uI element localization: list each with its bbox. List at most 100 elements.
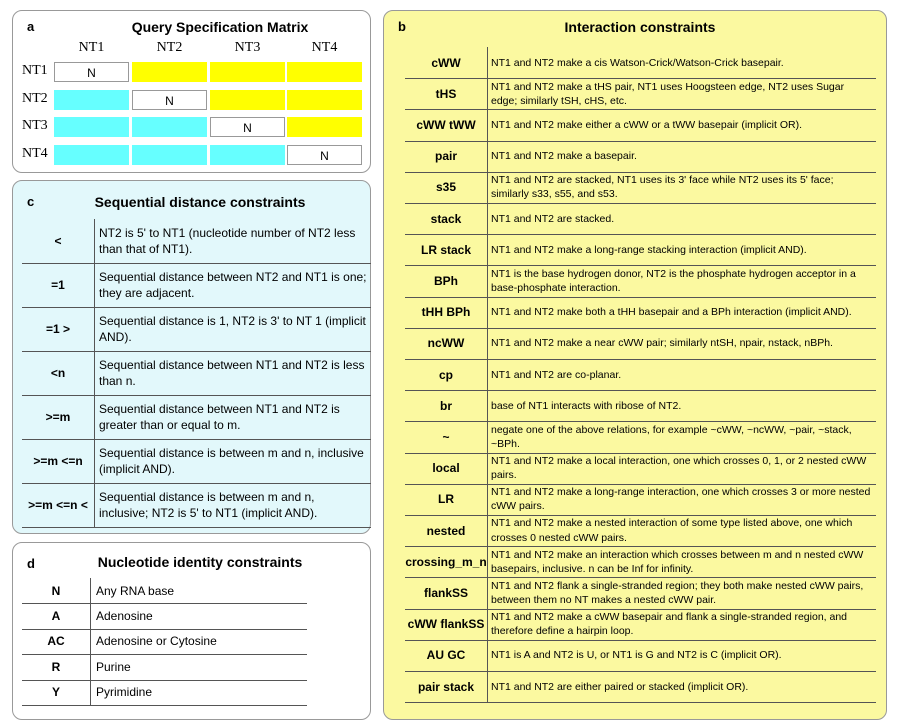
panel-d (12, 542, 371, 720)
constraint-key: local (432, 461, 460, 476)
row-divider (405, 390, 876, 392)
constraint-description: NT1 and NT2 make an interaction which cr… (491, 548, 864, 575)
row-divider (22, 679, 307, 681)
row-divider (22, 263, 371, 264)
row-header: NT3 (22, 118, 48, 134)
constraint-description: NT1 and NT2 make a long-range stacking i… (491, 243, 807, 256)
constraint-description: Purine (96, 659, 131, 674)
constraint-description: NT1 and NT2 make a local interaction, on… (491, 455, 867, 482)
constraint-key: tHH BPh (421, 305, 471, 320)
constraint-key: AC (47, 634, 65, 649)
constraint-key: cWW (431, 55, 461, 70)
constraint-key: N (51, 583, 61, 598)
row-divider (405, 327, 876, 329)
constraint-description: Any RNA base (96, 583, 175, 598)
matrix-cell (287, 117, 362, 138)
constraint-key: >=m <=n < (28, 498, 88, 512)
matrix-cell-diagonal: N (132, 89, 207, 110)
row-divider (22, 483, 371, 484)
row-divider (405, 203, 876, 204)
matrix-cell (132, 117, 207, 138)
panel-label: c (27, 194, 35, 209)
column-header: NT4 (311, 40, 338, 55)
panel-b (383, 10, 887, 720)
row-divider (22, 527, 371, 528)
matrix-cell-diagonal: N (54, 62, 129, 82)
constraint-description: NT1 and NT2 make a cis Watson-Crick/Wats… (491, 56, 784, 69)
constraint-description: Adenosine or Cytosine (96, 634, 217, 649)
constraint-key: crossing_m_n (405, 554, 487, 569)
constraint-description: NT1 and NT2 are stacked, NT1 uses its 3'… (491, 174, 834, 201)
constraint-key: BPh (434, 273, 458, 288)
matrix-cell (54, 145, 129, 166)
constraint-key: =1 (51, 278, 65, 292)
constraint-key: LR (438, 492, 454, 507)
constraint-key: flankSS (423, 585, 468, 600)
constraint-key: ncWW (427, 336, 465, 351)
matrix-cell-diagonal: N (210, 117, 285, 138)
column-header: NT1 (78, 40, 105, 55)
constraint-description: NT1 and NT2 are co-planar. (491, 368, 622, 381)
row-divider (405, 671, 876, 672)
row-header: NT1 (22, 63, 48, 78)
row-divider (405, 140, 876, 142)
constraint-description: Adenosine (96, 608, 153, 623)
panel-c (12, 180, 371, 534)
constraint-key: A (51, 609, 61, 624)
constraint-key: < (54, 234, 62, 248)
matrix-cell (132, 62, 207, 82)
constraint-key: >=m (45, 410, 71, 424)
constraint-key: tHS (435, 86, 457, 101)
constraint-key: s35 (435, 180, 457, 195)
row-divider (405, 515, 876, 516)
constraint-key: >=m <=n (33, 454, 83, 468)
row-divider (405, 639, 876, 641)
constraint-key: cWW tWW (416, 117, 476, 132)
row-divider (22, 603, 307, 605)
constraint-description: Sequential distance is between m and n, … (99, 445, 364, 476)
row-divider (22, 654, 307, 656)
constraint-key: cWW flankSS (407, 617, 485, 632)
constraint-description: NT1 and NT2 make both a tHH basepair and… (491, 306, 852, 319)
row-divider (405, 234, 876, 236)
constraint-description: Sequential distance is 1, NT2 is 3' to N… (99, 313, 366, 344)
matrix-cell (210, 145, 285, 166)
panel-title: Nucleotide identity constraints (97, 554, 303, 570)
constraint-key: br (440, 398, 452, 413)
panel-label: a (27, 19, 35, 34)
panel-label: d (27, 556, 35, 571)
constraint-description: NT1 is A and NT2 is U, or NT1 is G and N… (491, 649, 782, 662)
row-divider (405, 296, 876, 298)
matrix-cell (54, 89, 129, 110)
row-divider (405, 421, 876, 423)
row-divider (405, 608, 876, 610)
row-divider (405, 483, 876, 485)
panel-title: Query Specification Matrix (131, 19, 309, 35)
constraint-description: negate one of the above relations, for e… (491, 423, 852, 450)
matrix-cell (132, 145, 207, 166)
constraint-key: cp (438, 367, 453, 382)
panel-label: b (398, 19, 406, 34)
constraint-key: =1 > (45, 322, 71, 336)
constraint-key: pair stack (417, 679, 475, 694)
row-divider (405, 359, 876, 360)
constraint-description: Pyrimidine (96, 685, 153, 700)
constraint-description: Sequential distance between NT2 and NT1 … (99, 269, 367, 300)
constraint-key: AU GC (426, 648, 466, 663)
constraint-key: pair (434, 149, 457, 164)
row-divider (405, 109, 876, 111)
constraint-description: NT1 and NT2 are either paired or stacked… (491, 680, 749, 693)
constraint-key: stack (430, 211, 462, 226)
row-divider (22, 351, 371, 352)
panel-title: Interaction constraints (564, 19, 716, 35)
row-divider (22, 705, 307, 706)
row-header: NT2 (22, 90, 48, 106)
row-divider (22, 395, 371, 396)
column-divider (90, 578, 91, 705)
constraint-description: Sequential distance is between m and n, … (99, 489, 318, 520)
constraint-description: base of NT1 interacts with ribose of NT2… (491, 399, 682, 412)
constraint-description: NT1 and NT2 make either a cWW or a tWW b… (491, 118, 802, 131)
constraint-description: Sequential distance between NT1 and NT2 … (99, 357, 365, 388)
column-divider (94, 219, 95, 527)
